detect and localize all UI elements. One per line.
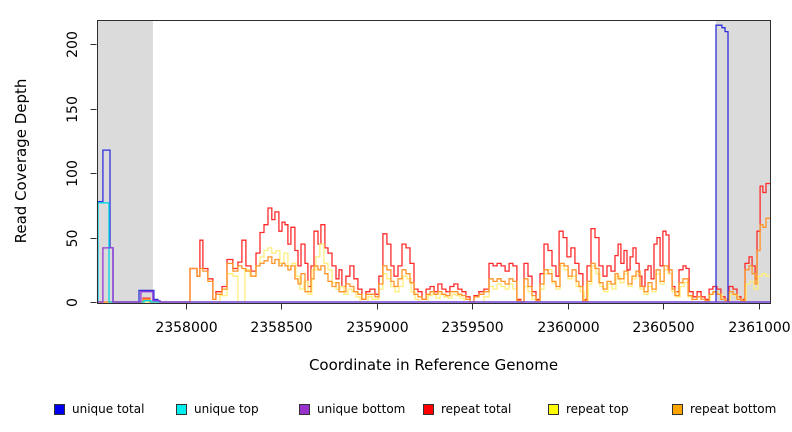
y-axis-title: Read Coverage Depth — [12, 78, 30, 244]
x-tick-label: 2360000 — [537, 320, 599, 336]
x-tick-label: 2360500 — [632, 320, 694, 336]
y-tick-label: 150 — [65, 96, 81, 123]
x-tick-label: 2358000 — [155, 320, 217, 336]
series-repeat-bottom — [97, 217, 770, 303]
series-repeat-total — [97, 182, 770, 303]
masked-region — [715, 20, 770, 303]
plot-border — [97, 20, 771, 304]
series-unique-bottom — [97, 247, 770, 303]
masked-region — [97, 20, 153, 303]
x-tick-label: 2361000 — [728, 320, 790, 336]
x-tick-label: 2359000 — [346, 320, 408, 336]
x-tick-label: 2359500 — [441, 320, 503, 336]
x-axis-title: Coordinate in Reference Genome — [308, 356, 559, 374]
y-tick-label: 50 — [65, 230, 81, 248]
x-tick-label: 2358500 — [250, 320, 312, 336]
y-tick-label: 100 — [65, 160, 81, 187]
y-tick-label: 200 — [65, 31, 81, 58]
y-tick-label: 0 — [65, 298, 81, 307]
series-unique-total — [96, 24, 770, 303]
